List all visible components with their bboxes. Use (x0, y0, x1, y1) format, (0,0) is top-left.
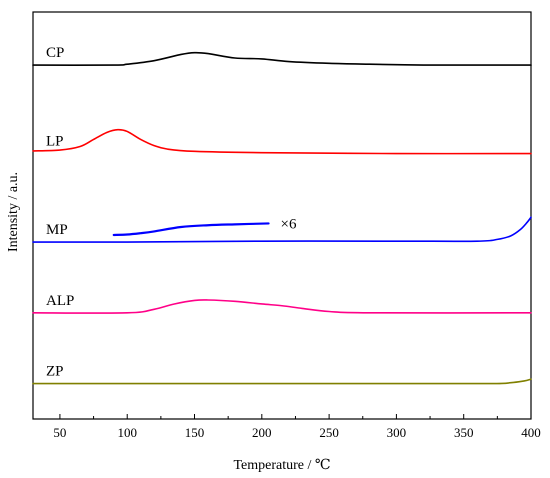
x-tick-label-100: 100 (117, 425, 137, 440)
inset-scale-label: ×6 (281, 217, 297, 233)
x-axis-title: Temperature / ℃ (233, 458, 330, 473)
x-tick-label-300: 300 (387, 425, 407, 440)
series-label-zp: ZP (46, 364, 64, 380)
x-tick-label-200: 200 (252, 425, 272, 440)
series-labels: CP LP MP ALP ZP (46, 45, 74, 380)
series-line-mp (32, 216, 532, 243)
x-axis-tick-labels: 50 100 150 200 250 300 350 400 (53, 425, 540, 440)
plot-area (32, 11, 532, 420)
y-axis-title: Intensity / a.u. (6, 172, 21, 252)
x-tick-label-150: 150 (185, 425, 205, 440)
series-label-mp: MP (46, 222, 68, 238)
series-curves (32, 51, 532, 385)
series-line-zp (32, 378, 532, 385)
plot-frame (32, 11, 532, 420)
series-line-lp (32, 128, 532, 155)
x-tick-label-400: 400 (521, 425, 541, 440)
x-axis-ticks (59, 414, 532, 419)
series-label-lp: LP (46, 134, 64, 150)
inset-magnified-line (112, 222, 270, 237)
series-line-cp (32, 51, 532, 66)
x-tick-label-50: 50 (53, 425, 66, 440)
series-label-alp: ALP (46, 293, 74, 309)
x-tick-label-350: 350 (454, 425, 474, 440)
series-label-cp: CP (46, 45, 64, 61)
series-line-alp (32, 299, 532, 314)
x-tick-label-250: 250 (319, 425, 339, 440)
